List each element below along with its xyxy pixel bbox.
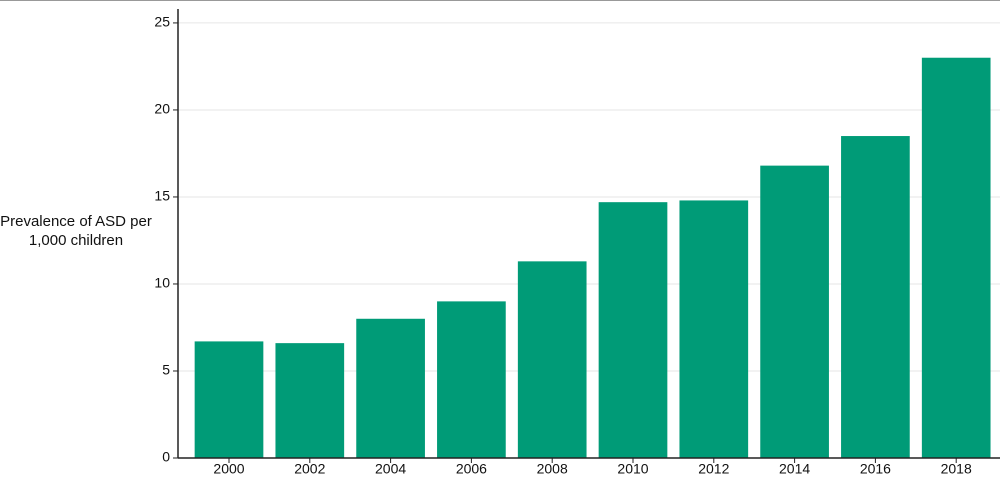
y-tick-label: 5 [162,362,170,378]
y-tick-label: 0 [162,449,170,465]
x-tick-label: 2000 [213,461,244,477]
x-tick-label: 2014 [779,461,810,477]
bar [517,261,587,458]
y-tick-label: 15 [154,188,170,204]
x-tick-label: 2018 [941,461,972,477]
bar [679,200,749,458]
bar [921,57,991,458]
y-tick-label: 25 [154,14,170,30]
bar [598,202,668,458]
bar [194,341,264,458]
bar [437,301,506,458]
x-tick-label: 2006 [456,461,487,477]
y-tick-label: 10 [154,275,170,291]
bar [841,136,910,458]
y-axis-label: Prevalence of ASD per 1,000 children [0,213,152,249]
y-tick-label: 20 [154,101,170,117]
bar [356,318,425,458]
x-tick-label: 2016 [860,461,891,477]
x-tick-label: 2008 [537,461,568,477]
x-tick-label: 2002 [294,461,325,477]
x-tick-label: 2010 [617,461,648,477]
bar [760,165,829,458]
x-tick-label: 2004 [375,461,406,477]
x-tick-label: 2012 [698,461,729,477]
bar [275,343,345,458]
